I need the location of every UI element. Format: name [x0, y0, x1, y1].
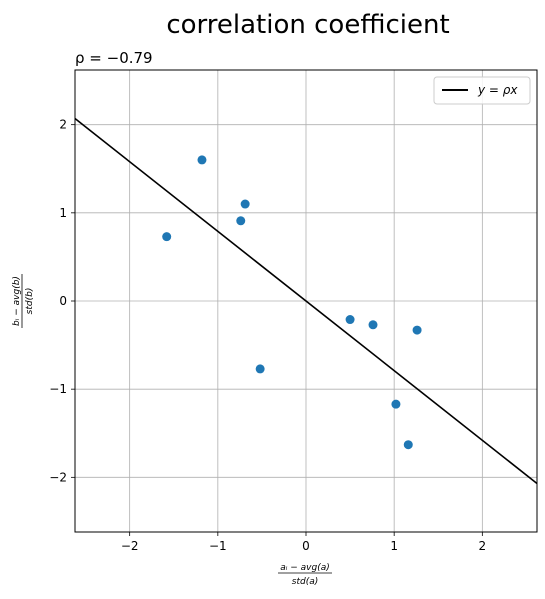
fit-line — [74, 117, 538, 485]
chart-title: correlation coefficient — [166, 10, 449, 40]
x-axis-label: aᵢ − avg(a) std(a) — [278, 563, 332, 587]
x-tick-label: −2 — [121, 539, 139, 553]
y-tick-label: −1 — [49, 382, 67, 396]
x-axis-label-numerator: aᵢ − avg(a) — [280, 563, 329, 573]
legend-label: y = ρx — [477, 83, 518, 97]
x-tick-label: 0 — [302, 539, 310, 553]
data-point — [255, 364, 265, 374]
gridlines — [75, 70, 537, 532]
x-axis-label-denominator: std(a) — [292, 577, 318, 587]
data-point — [391, 399, 401, 409]
y-axis-label-denominator: std(b) — [25, 288, 35, 315]
y-axis-label: bᵢ − avg(b) std(b) — [12, 274, 35, 328]
x-tick-label: 2 — [479, 539, 487, 553]
data-point — [162, 232, 172, 242]
fit-line-layer — [74, 117, 538, 485]
legend-box — [433, 76, 531, 105]
data-point — [403, 440, 413, 450]
y-axis-ticks: −2 −1 0 1 2 — [49, 118, 75, 484]
y-tick-label: 2 — [59, 118, 67, 132]
y-tick-label: 1 — [59, 206, 67, 220]
y-tick-label: 0 — [59, 294, 67, 308]
data-point — [197, 155, 207, 165]
x-tick-label: 1 — [390, 539, 398, 553]
x-axis-ticks: −2 −1 0 1 2 — [121, 532, 486, 553]
data-points — [162, 155, 422, 450]
y-axis-label-numerator: bᵢ − avg(b) — [12, 276, 22, 326]
legend: y = ρx — [433, 76, 531, 105]
x-tick-label: −1 — [209, 539, 227, 553]
data-point — [368, 320, 378, 330]
y-tick-label: −2 — [49, 470, 67, 484]
data-point — [236, 216, 246, 226]
chart-subtitle: ρ = −0.79 — [75, 49, 153, 67]
data-point — [240, 199, 250, 209]
data-point — [345, 315, 355, 325]
data-point — [412, 325, 422, 335]
